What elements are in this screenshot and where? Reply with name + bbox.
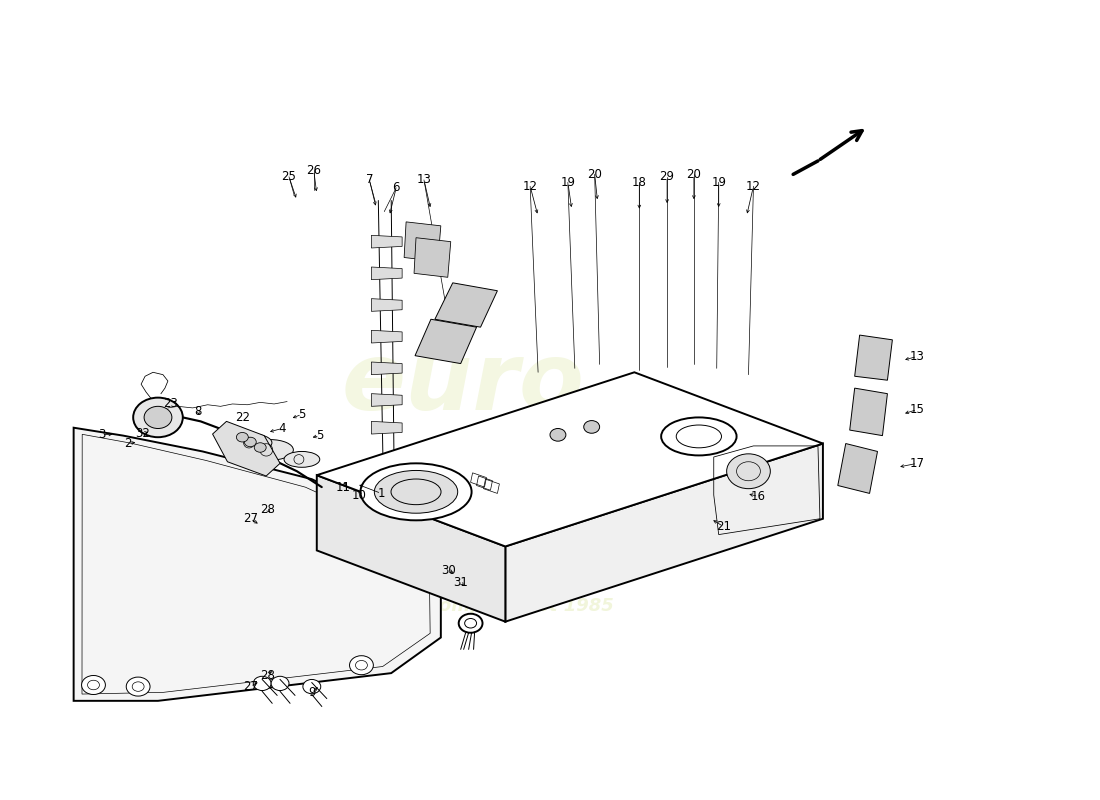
Text: 22: 22 bbox=[234, 411, 250, 424]
Polygon shape bbox=[74, 428, 441, 701]
Text: 21: 21 bbox=[716, 520, 732, 533]
Text: 7: 7 bbox=[365, 174, 373, 186]
Polygon shape bbox=[372, 330, 403, 343]
Ellipse shape bbox=[374, 470, 458, 514]
Text: 20: 20 bbox=[686, 168, 702, 181]
Text: 32: 32 bbox=[135, 426, 151, 440]
Text: 10: 10 bbox=[352, 489, 367, 502]
Text: 4: 4 bbox=[278, 422, 286, 435]
Text: 2: 2 bbox=[124, 437, 132, 450]
Ellipse shape bbox=[246, 439, 294, 460]
Ellipse shape bbox=[232, 434, 272, 451]
Polygon shape bbox=[372, 394, 403, 406]
Circle shape bbox=[236, 433, 249, 442]
Ellipse shape bbox=[284, 451, 320, 467]
Circle shape bbox=[550, 429, 565, 441]
Text: 13: 13 bbox=[417, 174, 431, 186]
Text: 5: 5 bbox=[316, 429, 323, 442]
Text: 25: 25 bbox=[282, 170, 296, 183]
Text: 28: 28 bbox=[260, 669, 275, 682]
Polygon shape bbox=[415, 319, 476, 363]
Circle shape bbox=[459, 614, 483, 633]
Text: 1: 1 bbox=[377, 487, 385, 500]
Text: 6: 6 bbox=[393, 182, 400, 194]
Text: 3: 3 bbox=[98, 428, 106, 442]
Text: 23: 23 bbox=[164, 398, 178, 410]
Text: 27: 27 bbox=[243, 680, 257, 693]
Polygon shape bbox=[372, 362, 403, 374]
Text: a pantallur company est 1985: a pantallur company est 1985 bbox=[311, 597, 614, 615]
Circle shape bbox=[144, 406, 172, 429]
Text: euro: euro bbox=[341, 338, 584, 430]
Polygon shape bbox=[414, 238, 451, 278]
Text: 5: 5 bbox=[298, 408, 306, 421]
Text: 27: 27 bbox=[243, 512, 257, 526]
Polygon shape bbox=[372, 235, 403, 248]
Polygon shape bbox=[317, 475, 505, 622]
Text: 16: 16 bbox=[751, 490, 766, 503]
Circle shape bbox=[126, 677, 150, 696]
Polygon shape bbox=[855, 335, 892, 380]
Polygon shape bbox=[849, 388, 888, 436]
Polygon shape bbox=[372, 298, 403, 311]
Circle shape bbox=[244, 438, 256, 446]
Text: 9: 9 bbox=[308, 686, 316, 699]
Polygon shape bbox=[372, 422, 403, 434]
Text: 19: 19 bbox=[712, 176, 726, 189]
Circle shape bbox=[133, 398, 183, 438]
Polygon shape bbox=[434, 283, 497, 327]
Ellipse shape bbox=[361, 463, 472, 520]
Text: 13: 13 bbox=[910, 350, 925, 363]
Circle shape bbox=[81, 675, 106, 694]
Text: 30: 30 bbox=[441, 564, 456, 577]
Text: 19: 19 bbox=[560, 176, 575, 189]
Circle shape bbox=[350, 656, 373, 674]
Circle shape bbox=[302, 679, 321, 694]
Text: 12: 12 bbox=[522, 180, 538, 193]
Polygon shape bbox=[505, 443, 823, 622]
Text: 15: 15 bbox=[910, 403, 925, 416]
Text: 11: 11 bbox=[337, 481, 351, 494]
Text: 12: 12 bbox=[746, 180, 761, 193]
Text: 28: 28 bbox=[260, 502, 275, 516]
Circle shape bbox=[727, 454, 770, 489]
Text: 8: 8 bbox=[194, 405, 201, 418]
Polygon shape bbox=[317, 372, 823, 546]
Polygon shape bbox=[212, 422, 280, 476]
Polygon shape bbox=[838, 443, 878, 494]
Text: 20: 20 bbox=[587, 168, 602, 181]
Circle shape bbox=[584, 421, 600, 434]
Circle shape bbox=[253, 676, 271, 690]
Text: 17: 17 bbox=[910, 457, 925, 470]
Text: 18: 18 bbox=[631, 176, 647, 189]
Circle shape bbox=[254, 442, 266, 452]
Polygon shape bbox=[372, 267, 403, 280]
Ellipse shape bbox=[661, 418, 737, 455]
Text: 26: 26 bbox=[306, 164, 321, 177]
Polygon shape bbox=[404, 222, 441, 262]
Circle shape bbox=[271, 676, 289, 690]
Text: 29: 29 bbox=[660, 170, 674, 183]
Text: 31: 31 bbox=[453, 575, 469, 589]
Text: carparts: carparts bbox=[299, 470, 627, 537]
